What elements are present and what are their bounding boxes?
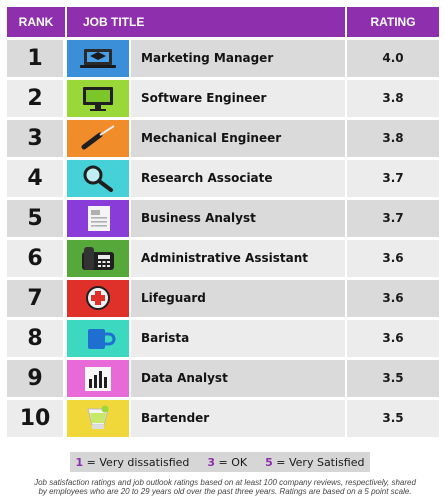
rank-number: 3 bbox=[7, 119, 65, 157]
screwdriver-icon bbox=[67, 119, 129, 157]
table-header: RANK JOB TITLE RATING bbox=[7, 7, 439, 37]
rating-value: 3.6 bbox=[347, 279, 439, 317]
table-row: 9 Data Analyst 3.5 bbox=[7, 359, 439, 397]
rank-number: 2 bbox=[7, 79, 65, 117]
bar-chart-icon bbox=[67, 359, 129, 397]
header-rating: RATING bbox=[370, 15, 416, 29]
table-row: 7 Lifeguard 3.6 bbox=[7, 279, 439, 317]
rating-value: 3.6 bbox=[347, 319, 439, 357]
rating-value: 3.5 bbox=[347, 399, 439, 437]
rating-value: 3.7 bbox=[347, 159, 439, 197]
table-body: 1 Marketing Manager 4.0 2 Software Engineer 3… bbox=[7, 39, 439, 437]
monitor-icon bbox=[67, 79, 129, 117]
rank-number: 5 bbox=[7, 199, 65, 237]
table-row: 10 Bartender 3.5 bbox=[7, 399, 439, 437]
first-aid-icon bbox=[67, 279, 129, 317]
legend-very-dissatisfied: 1 = Very dissatisfied bbox=[75, 455, 190, 469]
table-row: 8 Barista 3.6 bbox=[7, 319, 439, 357]
legend-very-satisfied: 5 = Very Satisfied bbox=[265, 455, 365, 469]
rank-number: 10 bbox=[7, 399, 65, 437]
header-job-title: JOB TITLE bbox=[65, 7, 347, 37]
job-title: Administrative Assistant bbox=[131, 239, 347, 277]
rank-number: 9 bbox=[7, 359, 65, 397]
rank-number: 7 bbox=[7, 279, 65, 317]
ranking-table: RANK JOB TITLE RATING 1 Marketing Manager… bbox=[7, 7, 439, 437]
cocktail-glass-icon bbox=[67, 399, 129, 437]
rating-legend: 1 = Very dissatisfied 3 = OK 5 = Very Sa… bbox=[70, 452, 370, 472]
table-row: 6 Administrative Assistant 3.6 bbox=[7, 239, 439, 277]
header-rank: RANK bbox=[18, 15, 54, 29]
desk-phone-icon bbox=[67, 239, 129, 277]
job-title: Bartender bbox=[131, 399, 347, 437]
job-title: Barista bbox=[131, 319, 347, 357]
laptop-icon bbox=[67, 39, 129, 77]
magnifying-glass-icon bbox=[67, 159, 129, 197]
table-row: 2 Software Engineer 3.8 bbox=[7, 79, 439, 117]
job-title: Mechanical Engineer bbox=[131, 119, 347, 157]
rank-number: 8 bbox=[7, 319, 65, 357]
job-title: Business Analyst bbox=[131, 199, 347, 237]
document-icon bbox=[67, 199, 129, 237]
table-row: 5 Business Analyst 3.7 bbox=[7, 199, 439, 237]
coffee-mug-icon bbox=[67, 319, 129, 357]
rank-number: 4 bbox=[7, 159, 65, 197]
rating-value: 3.8 bbox=[347, 119, 439, 157]
rating-value: 3.8 bbox=[347, 79, 439, 117]
job-title: Data Analyst bbox=[131, 359, 347, 397]
job-title: Software Engineer bbox=[131, 79, 347, 117]
rank-number: 6 bbox=[7, 239, 65, 277]
table-row: 1 Marketing Manager 4.0 bbox=[7, 39, 439, 77]
job-title: Marketing Manager bbox=[131, 39, 347, 77]
rank-number: 1 bbox=[7, 39, 65, 77]
legend-ok: 3 = OK bbox=[207, 455, 248, 469]
job-title: Research Associate bbox=[131, 159, 347, 197]
job-title: Lifeguard bbox=[131, 279, 347, 317]
rating-value: 3.6 bbox=[347, 239, 439, 277]
table-row: 3 Mechanical Engineer 3.8 bbox=[7, 119, 439, 157]
footnote: Job satisfaction ratings and job outlook… bbox=[34, 478, 416, 496]
rating-value: 4.0 bbox=[347, 39, 439, 77]
table-row: 4 Research Associate 3.7 bbox=[7, 159, 439, 197]
rating-value: 3.7 bbox=[347, 199, 439, 237]
rating-value: 3.5 bbox=[347, 359, 439, 397]
